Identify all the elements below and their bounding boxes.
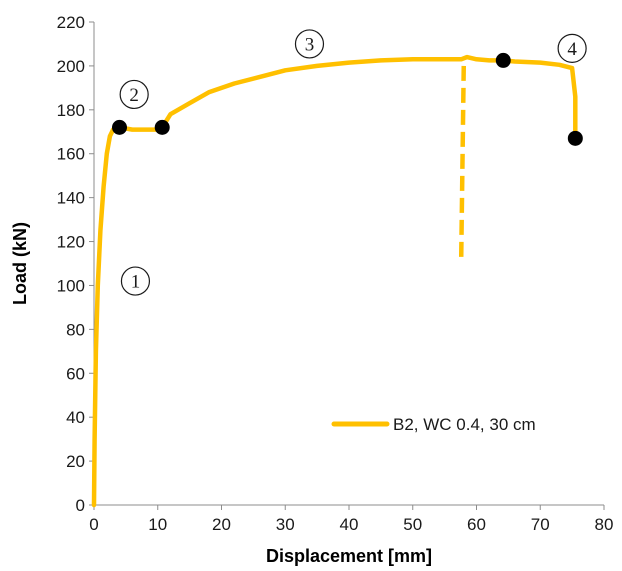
y-tick-label: 160 (57, 145, 85, 164)
x-tick-label: 20 (212, 515, 231, 534)
phase-number: 1 (131, 272, 141, 293)
phase-circle (120, 266, 151, 296)
x-tick-label: 0 (89, 515, 98, 534)
y-tick-label: 0 (76, 496, 85, 515)
markers-layer (112, 52, 583, 146)
phase-label-3: 3 (294, 29, 325, 59)
phase-label-1: 1 (120, 266, 151, 296)
data-marker (154, 119, 170, 135)
data-marker (495, 52, 511, 68)
phase-number: 4 (567, 39, 577, 60)
y-tick-label: 20 (66, 452, 85, 471)
dashed-drop-line (458, 65, 466, 260)
y-tick-label: 80 (66, 320, 85, 339)
x-tick-label: 50 (403, 515, 422, 534)
legend-label: B2, WC 0.4, 30 cm (393, 415, 536, 434)
phase-label-2: 2 (119, 79, 149, 110)
x-tick-label: 60 (467, 515, 486, 534)
phase-number: 2 (129, 85, 139, 106)
x-tick-label: 40 (340, 515, 359, 534)
data-marker (112, 119, 127, 135)
y-tick-label: 180 (57, 101, 85, 120)
phase-circle (557, 33, 587, 63)
y-tick-label: 140 (57, 189, 85, 208)
y-tick-label: 120 (57, 233, 85, 252)
y-tick-label: 60 (66, 364, 85, 383)
y-tick-label: 100 (57, 276, 85, 295)
phase-label-4: 4 (557, 33, 587, 63)
x-tick-label: 30 (276, 515, 295, 534)
phase-circle (294, 29, 325, 59)
y-tick-label: 40 (66, 408, 85, 427)
y-tick-label: 200 (57, 57, 85, 76)
data-marker (567, 130, 583, 146)
x-axis-title: Displacement [mm] (266, 546, 432, 566)
x-tick-label: 80 (595, 515, 614, 534)
x-tick-label: 10 (148, 515, 167, 534)
x-tick-label: 70 (531, 515, 550, 534)
legend: B2, WC 0.4, 30 cm (331, 415, 536, 434)
y-tick-label: 220 (57, 13, 85, 32)
y-axis-title: Load (kN) (10, 222, 30, 305)
phase-labels: 1 2 3 4 (119, 29, 587, 296)
phase-number: 3 (305, 34, 315, 55)
phase-circle (119, 79, 149, 110)
